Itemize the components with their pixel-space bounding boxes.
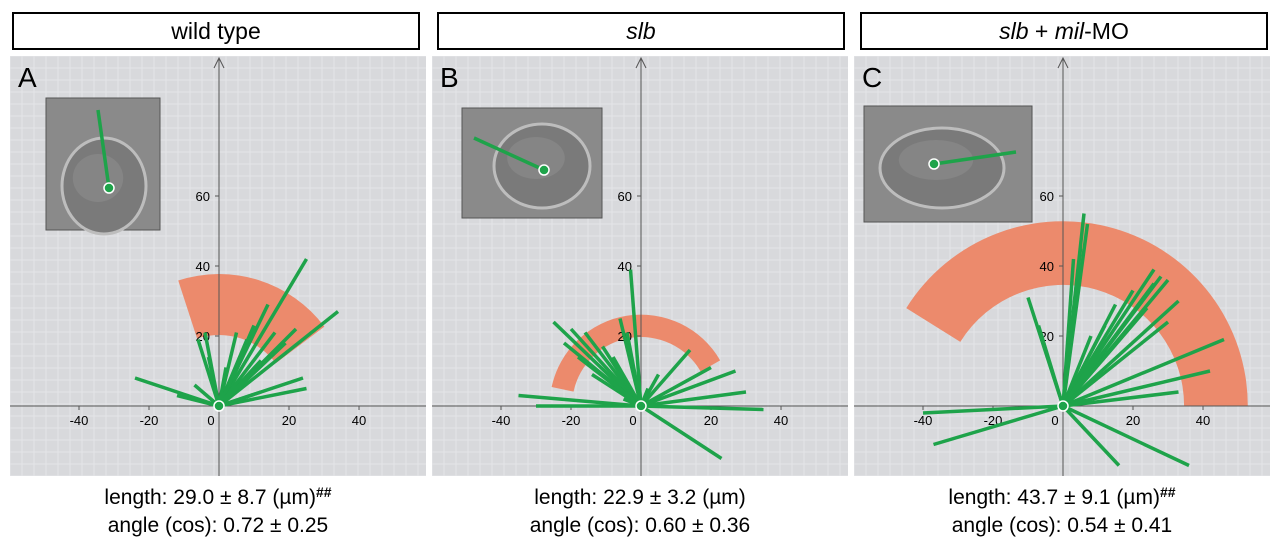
y-axis-arrow xyxy=(635,56,647,69)
centrosome-vector xyxy=(562,341,643,408)
centrosome-vector xyxy=(628,269,643,407)
mean-sd-sector xyxy=(551,314,721,392)
panel-c-length: length: 43.7 ± 9.1 (µm)## xyxy=(948,484,1176,509)
y-tick-label: 60 xyxy=(1040,189,1054,204)
centrosome-vector xyxy=(611,356,643,407)
x-tick-label: 40 xyxy=(352,413,366,428)
panel-a-length: length: 29.0 ± 8.7 (µm)## xyxy=(104,484,332,509)
panel-a: -40 -20 0 20 40 20 40 60 A xyxy=(10,56,426,476)
y-tick-label: 40 xyxy=(1040,259,1054,274)
panel-c-header-italic: slb xyxy=(999,17,1029,44)
mean-sd-sector xyxy=(906,221,1248,406)
panel-b-angle: angle (cos): 0.60 ± 0.36 xyxy=(529,514,751,537)
cell-vector xyxy=(473,136,545,172)
panel-b-letter: B xyxy=(440,62,459,93)
centrosome-vector xyxy=(922,404,1064,415)
x-tick-label: -40 xyxy=(492,413,511,428)
origin-point xyxy=(213,400,225,412)
centrosome-vector xyxy=(1061,404,1121,467)
panel-a-angle: angle (cos): 0.72 ± 0.25 xyxy=(107,514,329,537)
panel-c: -40 -20 0 20 40 20 40 60 C xyxy=(854,56,1270,476)
cell-image-inset xyxy=(863,105,1033,223)
cell-image-inset xyxy=(45,97,161,236)
panel-a-header: wild type xyxy=(12,12,420,50)
centrosome-vector xyxy=(1061,352,1100,407)
x-tick-label: -40 xyxy=(914,413,933,428)
x-tick-label: -40 xyxy=(70,413,89,428)
panel-b-header-label: slb xyxy=(626,17,656,44)
centrosome-vector xyxy=(217,327,298,408)
centrosome-vector xyxy=(1062,390,1179,408)
x-tick-label: 0 xyxy=(207,413,214,428)
centrosome-vector xyxy=(1061,248,1083,407)
x-tick-label: 20 xyxy=(282,413,296,428)
panel-c-caption: length: 43.7 ± 9.1 (µm)## angle (cos): 0… xyxy=(854,478,1270,540)
centrosome-vector xyxy=(217,258,309,407)
centrosome-vector xyxy=(217,331,277,408)
centrosome-vector xyxy=(218,390,262,408)
centrosome-dot xyxy=(538,164,550,176)
cell-image-inset xyxy=(461,107,603,219)
origin-point xyxy=(635,400,647,412)
centrosome-vector xyxy=(625,332,643,407)
x-tick-label: 40 xyxy=(774,413,788,428)
panel-b-caption: length: 22.9 ± 3.2 (µm) angle (cos): 0.6… xyxy=(432,478,848,540)
centrosome-vector xyxy=(1062,369,1211,408)
centrosome-vector xyxy=(217,310,340,408)
centrosome-vector xyxy=(1036,324,1065,407)
cell-vector xyxy=(933,150,1017,166)
y-tick-label: 60 xyxy=(196,189,210,204)
y-axis-arrow xyxy=(1057,56,1069,69)
centrosome-vector xyxy=(1061,299,1180,408)
panel-b-length: length: 22.9 ± 3.2 (µm) xyxy=(534,486,746,509)
origin-point xyxy=(1057,400,1069,412)
centrosome-dot xyxy=(103,182,115,194)
centrosome-vector xyxy=(933,404,1064,447)
panel-c-angle: angle (cos): 0.54 ± 0.41 xyxy=(951,514,1173,537)
centrosome-vector xyxy=(176,393,220,408)
y-axis-arrow xyxy=(213,56,225,69)
centrosome-vector xyxy=(218,386,307,408)
y-tick-label: 40 xyxy=(618,259,632,274)
cell-shading xyxy=(507,137,565,179)
panel-a-caption: length: 29.0 ± 8.7 (µm)## angle (cos): 0… xyxy=(10,478,426,540)
centrosome-vector xyxy=(217,359,242,407)
centrosome-vector xyxy=(1061,306,1149,408)
panel-a-header-label: wild type xyxy=(171,17,261,44)
centrosome-vector xyxy=(1062,337,1225,408)
panel-a-letter: A xyxy=(18,62,37,93)
centrosome-vector xyxy=(640,404,723,460)
panel-c-header: slb + mil-MO xyxy=(860,12,1268,50)
x-tick-label: 40 xyxy=(1196,413,1210,428)
centrosome-vector xyxy=(640,369,737,408)
cell-shading xyxy=(72,154,124,202)
x-tick-label: 20 xyxy=(1126,413,1140,428)
centrosome-vector xyxy=(1061,335,1093,407)
panel-c-header-rest: + mil-MO xyxy=(1028,17,1129,44)
centrosome-dot xyxy=(928,158,940,170)
panel-b-header: slb xyxy=(437,12,845,50)
x-tick-label: -20 xyxy=(562,413,581,428)
centrosome-vector xyxy=(639,348,692,408)
centrosome-vector xyxy=(1062,404,1190,468)
cell-vector xyxy=(96,109,111,189)
x-tick-label: 0 xyxy=(1051,413,1058,428)
centrosome-vector xyxy=(640,404,764,412)
centrosome-vector xyxy=(640,390,747,408)
x-tick-label: -20 xyxy=(140,413,159,428)
mean-sd-sector xyxy=(178,274,325,364)
y-tick-label: 60 xyxy=(618,189,632,204)
centrosome-vector xyxy=(640,365,712,408)
y-tick-label: 40 xyxy=(196,259,210,274)
panel-c-letter: C xyxy=(862,62,883,93)
x-tick-label: 0 xyxy=(629,413,636,428)
centrosome-vector xyxy=(206,356,221,407)
x-tick-label: 20 xyxy=(704,413,718,428)
